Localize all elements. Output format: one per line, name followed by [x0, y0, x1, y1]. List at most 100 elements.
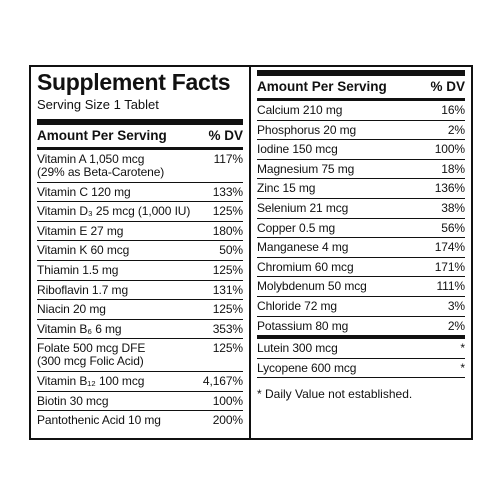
nutrient-name: Chromium 60 mcg [257, 259, 354, 274]
nutrient-name: Selenium 21 mcg [257, 200, 349, 215]
nutrient: Copper 0.5 mg [257, 220, 336, 235]
nutrient-row: Chromium 60 mcg 171% [257, 258, 465, 278]
rule [37, 147, 243, 150]
other-rows: Lutein 300 mcg * Lycopene 600 mcg * [257, 339, 465, 379]
daily-value: 3% [447, 298, 465, 313]
nutrient-name: Vitamin A 1,050 mcg [37, 152, 145, 166]
nutrient-name: Folate 500 mcg DFE [37, 341, 146, 356]
nutrient-row: Thiamin 1.5 mg 125% [37, 261, 243, 281]
nutrient-row: Phosphorus 20 mg 2% [257, 121, 465, 141]
nutrient: Lutein 300 mcg [257, 342, 338, 355]
nutrient: Manganese 4 mg [257, 241, 348, 254]
daily-value: 133% [212, 184, 243, 199]
header: Amount Per Serving % DV [257, 76, 465, 98]
nutrient-row: Lutein 300 mcg * [257, 339, 465, 359]
nutrient-row: Magnesium 75 mg 18% [257, 160, 465, 180]
thick-rule [37, 119, 243, 125]
nutrient-name: Vitamin E 27 mg [37, 223, 124, 238]
nutrient-row: Biotin 30 mcg 100% [37, 392, 243, 412]
daily-value: 18% [441, 161, 465, 176]
nutrient: Biotin 30 mcg [37, 393, 109, 408]
nutrient-name: Biotin 30 mcg [37, 393, 109, 408]
daily-value: 131% [212, 282, 243, 297]
nutrient: Selenium 21 mcg [257, 200, 349, 215]
daily-value: 16% [441, 103, 465, 117]
nutrient-row: Vitamin C 120 mg 133% [37, 183, 243, 203]
nutrient-row: Vitamin B₆ 6 mg 353% [37, 320, 243, 340]
serving-size: Serving Size 1 Tablet [37, 97, 159, 112]
nutrient-row: Riboflavin 1.7 mg 131% [37, 281, 243, 301]
title: Supplement Facts [37, 69, 231, 95]
nutrient: Thiamin 1.5 mg [37, 263, 118, 277]
daily-value: 38% [441, 200, 465, 215]
nutrient-name: Vitamin B₆ 6 mg [37, 321, 122, 336]
nutrient-row: Folate 500 mcg DFE (300 mcg Folic Acid) 12… [37, 339, 243, 372]
daily-value: 117% [213, 152, 244, 166]
header: Amount Per Serving % DV [37, 125, 243, 147]
daily-value: 200% [212, 413, 243, 428]
nutrient: Magnesium 75 mg [257, 161, 355, 176]
nutrient: Chromium 60 mcg [257, 259, 354, 274]
nutrient-row: Vitamin D₃ 25 mcg (1,000 IU) 125% [37, 202, 243, 222]
nutrient-name: Copper 0.5 mg [257, 220, 336, 235]
nutrient: Phosphorus 20 mg [257, 122, 357, 137]
daily-value: 125% [212, 262, 243, 277]
nutrient-row: Potassium 80 mg 2% [257, 317, 465, 336]
nutrient: Folate 500 mcg DFE (300 mcg Folic Acid) [37, 342, 145, 368]
dv-header: % DV [430, 79, 465, 94]
daily-value: 2% [447, 122, 465, 137]
nutrient-name: Iodine 150 mcg [257, 142, 338, 157]
nutrient: Zinc 15 mg [257, 182, 315, 195]
nutrient-name: Magnesium 75 mg [257, 161, 355, 176]
rows: Calcium 210 mg 16% Phosphorus 20 mg 2% Iodin… [257, 101, 465, 335]
dv-header: % DV [208, 128, 243, 143]
rule [257, 335, 465, 340]
nutrient-name: Chloride 72 mg [257, 298, 337, 313]
nutrient-row: Vitamin A 1,050 mcg (29% as Beta-Carotene… [37, 150, 243, 183]
thick-rule [257, 70, 465, 76]
daily-value: * [460, 341, 465, 356]
nutrient: Pantothenic Acid 10 mg [37, 414, 161, 427]
right-panel: Amount Per Serving % DV Calcium 210 mg 16… [257, 70, 465, 402]
nutrient-row: Lycopene 600 mcg * [257, 359, 465, 378]
nutrient: Iodine 150 mcg [257, 143, 338, 156]
daily-value: 136% [434, 181, 465, 196]
nutrient: Vitamin C 120 mg [37, 185, 131, 199]
nutrient-name: Lycopene 600 mcg [257, 360, 357, 375]
nutrient-row: Manganese 4 mg 174% [257, 238, 465, 258]
daily-value: 125% [212, 204, 243, 219]
nutrient-name: Niacin 20 mg [37, 302, 106, 317]
footnote: * Daily Value not established. [257, 387, 413, 402]
nutrient-row: Calcium 210 mg 16% [257, 101, 465, 121]
nutrient-name: Vitamin D₃ 25 mcg (1,000 IU) [37, 204, 191, 219]
nutrient-row: Iodine 150 mcg 100% [257, 140, 465, 160]
daily-value: 353% [212, 321, 243, 336]
nutrient-row: Selenium 21 mcg 38% [257, 199, 465, 219]
nutrient-row: Chloride 72 mg 3% [257, 297, 465, 317]
nutrient-name: Calcium 210 mg [257, 103, 343, 117]
daily-value: 111% [436, 279, 465, 294]
daily-value: 180% [212, 223, 243, 238]
amount-header: Amount Per Serving [37, 128, 167, 143]
nutrient: Calcium 210 mg [257, 104, 342, 117]
nutrient: Lycopene 600 mcg [257, 360, 357, 375]
nutrient-name: Phosphorus 20 mg [257, 122, 357, 137]
daily-value: 100% [434, 142, 465, 157]
nutrient-note: (300 mcg Folic Acid) [37, 354, 144, 369]
nutrient-row: Pantothenic Acid 10 mg 200% [37, 411, 243, 430]
daily-value: 125% [212, 341, 243, 356]
nutrient-row: Molybdenum 50 mcg 111% [257, 277, 465, 297]
daily-value: 2% [447, 318, 465, 333]
nutrient: Vitamin B₁₂ 100 mcg [37, 373, 145, 388]
rows: Vitamin A 1,050 mcg (29% as Beta-Carotene… [37, 150, 243, 430]
nutrient-name: Riboflavin 1.7 mg [37, 282, 129, 297]
nutrient: Vitamin D₃ 25 mcg (1,000 IU) [37, 205, 190, 218]
nutrient: Vitamin K 60 mcg [37, 244, 129, 257]
nutrient-name: Vitamin B₁₂ 100 mcg [37, 373, 145, 388]
nutrient: Molybdenum 50 mcg [257, 280, 367, 293]
daily-value: 56% [441, 220, 465, 235]
nutrient-row: Vitamin E 27 mg 180% [37, 222, 243, 242]
column-divider [249, 65, 251, 440]
nutrient-row: Vitamin K 60 mcg 50% [37, 241, 243, 261]
